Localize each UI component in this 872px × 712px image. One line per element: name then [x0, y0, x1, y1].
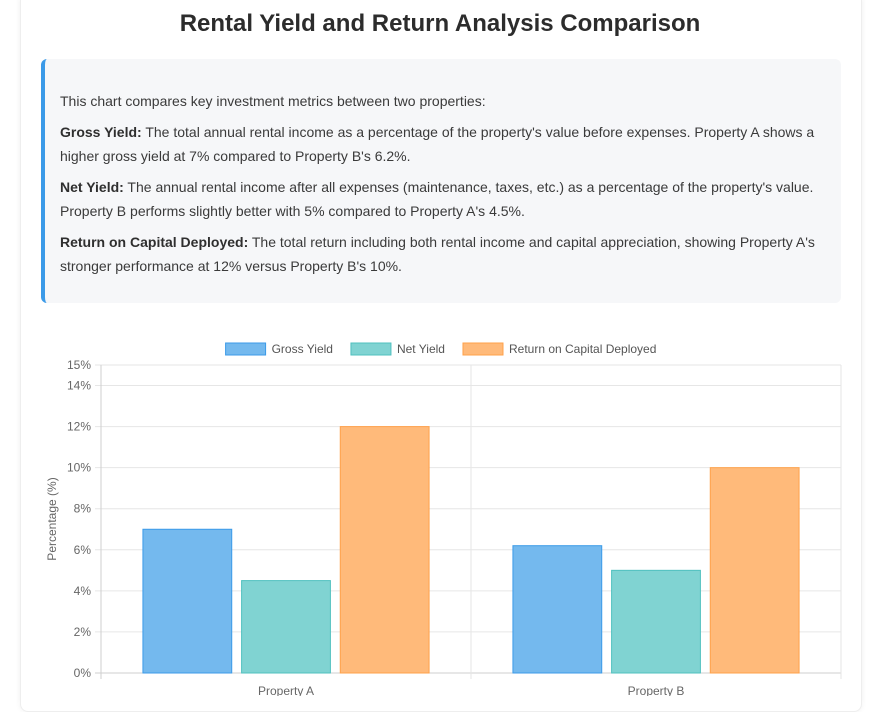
y-tick-label: 4% — [74, 584, 92, 598]
description-intro: This chart compares key investment metri… — [60, 93, 486, 109]
description-text: The total annual rental income as a perc… — [60, 124, 815, 164]
description-item: Net Yield: The annual rental income afte… — [60, 175, 821, 223]
bar — [241, 580, 331, 674]
description-text: The total return including both rental i… — [60, 234, 815, 274]
description-item: Return on Capital Deployed: The total re… — [60, 230, 821, 278]
y-axis-label: Percentage (%) — [45, 477, 59, 560]
legend-label: Net Yield — [397, 342, 445, 356]
x-tick-label: Property A — [258, 684, 314, 696]
legend-label: Gross Yield — [272, 342, 333, 356]
bar-chart: 0% 2% 4% 6% 8% 10% 12% 14% 15% Property A Property… — [45, 342, 842, 696]
description-term: Return on Capital Deployed: — [60, 234, 249, 250]
bar — [339, 426, 430, 674]
x-tick-label: Property B — [628, 684, 685, 696]
bar — [142, 528, 233, 674]
y-tick-label: 12% — [67, 420, 91, 434]
y-tick-label: 8% — [74, 502, 92, 516]
y-tick-label: 14% — [67, 379, 91, 393]
description-term: Gross Yield: — [60, 124, 142, 140]
description-box: This chart compares key investment metri… — [41, 59, 841, 303]
y-tick-label: 6% — [74, 543, 92, 557]
legend-label: Return on Capital Deployed — [509, 342, 656, 356]
y-tick-label: 0% — [74, 666, 92, 680]
legend-swatch — [462, 342, 504, 356]
description-text: The annual rental income after all expen… — [60, 179, 814, 219]
legend-swatch — [350, 342, 392, 356]
description-item: Gross Yield: The total annual rental inc… — [60, 120, 821, 168]
bar — [512, 545, 603, 674]
bar — [709, 467, 800, 674]
description-term: Net Yield: — [60, 179, 124, 195]
bar — [611, 569, 701, 674]
page-title: Rental Yield and Return Analysis Compari… — [179, 10, 701, 37]
legend-swatch — [225, 342, 267, 356]
y-tick-label: 10% — [67, 461, 91, 475]
y-tick-label: 2% — [74, 625, 92, 639]
y-tick-label: 15% — [67, 358, 91, 372]
